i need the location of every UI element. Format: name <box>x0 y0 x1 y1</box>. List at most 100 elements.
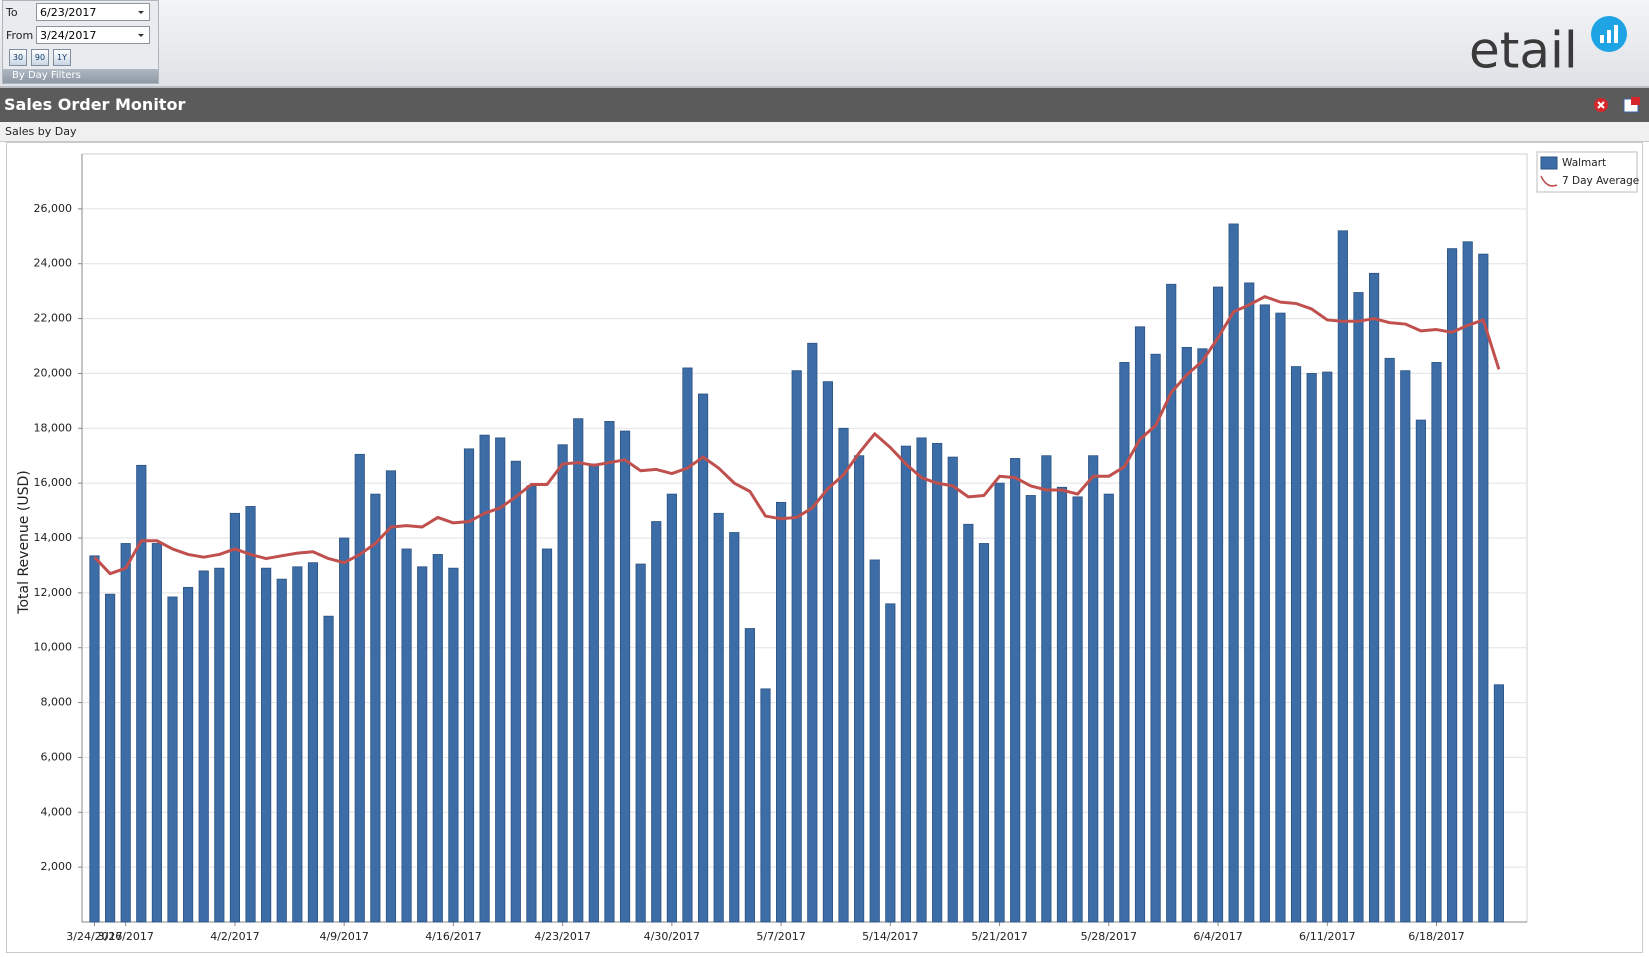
y-tick-label: 22,000 <box>34 312 73 325</box>
bar <box>1025 495 1036 923</box>
y-tick-label: 16,000 <box>34 476 73 489</box>
panel-subtitle: Sales by Day <box>0 122 1649 142</box>
bar <box>105 593 116 923</box>
bar <box>838 427 849 923</box>
x-tick-label: 4/16/2017 <box>425 930 481 943</box>
bar <box>963 523 974 923</box>
x-tick-label: 5/28/2017 <box>1081 930 1137 943</box>
bar <box>1197 348 1208 923</box>
x-tick-label: 5/14/2017 <box>862 930 918 943</box>
bar <box>1337 230 1348 923</box>
bar <box>932 442 943 923</box>
bar <box>900 445 912 923</box>
bar <box>432 554 443 923</box>
y-tick-label: 12,000 <box>34 586 73 599</box>
bar <box>854 455 865 923</box>
bar <box>292 566 303 923</box>
bar <box>697 393 709 923</box>
bar <box>1447 248 1458 923</box>
x-tick-label: 6/11/2017 <box>1299 930 1355 943</box>
bar <box>604 421 615 923</box>
bar <box>1415 419 1426 923</box>
bar <box>744 628 755 923</box>
logo-text: etail <box>1469 22 1578 75</box>
legend-swatch <box>1540 175 1558 187</box>
x-tick-label: 4/9/2017 <box>319 930 368 943</box>
bar <box>1290 366 1302 923</box>
to-row: To 6/23/2017 <box>6 2 150 22</box>
close-button[interactable] <box>1593 97 1609 113</box>
bar <box>994 482 1005 923</box>
from-date[interactable]: 3/24/2017 <box>36 26 150 44</box>
bar <box>573 418 584 923</box>
y-tick-label: 20,000 <box>34 366 73 379</box>
bar <box>229 512 241 923</box>
bar <box>479 434 490 923</box>
bar <box>1462 241 1473 923</box>
x-tick-label: 3/26/2017 <box>97 930 153 943</box>
x-tick-label: 5/7/2017 <box>756 930 805 943</box>
y-tick-label: 2,000 <box>41 860 73 873</box>
bar <box>666 493 677 923</box>
range-buttons: 30 90 1Y <box>9 49 71 66</box>
bar <box>682 367 693 923</box>
date-filters: To 6/23/2017 From 3/24/2017 30 90 1Y By … <box>2 0 159 84</box>
x-tick-label: 5/21/2017 <box>971 930 1027 943</box>
chart: Total Revenue (USD) 2,000 4,000 6,000 8,000… <box>6 142 1643 953</box>
bar <box>1259 304 1270 923</box>
bar <box>136 464 147 923</box>
bar <box>167 596 178 923</box>
bar <box>1353 292 1364 923</box>
bar <box>1275 312 1286 923</box>
bar <box>1041 455 1052 923</box>
filters-caption: By Day Filters <box>3 69 158 83</box>
bar <box>448 567 459 923</box>
bar <box>651 521 662 923</box>
logo: etail <box>1469 16 1627 75</box>
to-label: To <box>6 5 18 19</box>
bar <box>1322 371 1333 923</box>
export-button[interactable] <box>1623 96 1641 114</box>
y-tick-label: 6,000 <box>41 750 73 763</box>
bar <box>1368 272 1380 923</box>
bar <box>978 543 990 923</box>
bar <box>1212 286 1224 923</box>
bar <box>1072 496 1083 923</box>
logo-icon <box>1607 30 1611 43</box>
bar <box>276 578 287 923</box>
panel-header: Sales Order Monitor <box>0 88 1649 122</box>
bar <box>417 566 428 923</box>
bar <box>214 567 225 923</box>
bar <box>791 370 802 923</box>
range-button[interactable]: 90 <box>31 49 49 66</box>
to-date[interactable]: 6/23/2017 <box>36 3 150 21</box>
bar <box>1478 253 1489 923</box>
bar <box>261 567 272 923</box>
legend-label: Walmart <box>1562 157 1606 169</box>
y-tick-label: 8,000 <box>41 696 73 709</box>
bar <box>588 463 599 923</box>
bar <box>401 548 412 923</box>
range-button[interactable]: 30 <box>9 49 27 66</box>
range-button[interactable]: 1Y <box>53 49 71 66</box>
y-tick-label: 18,000 <box>34 421 73 434</box>
from-row: From 3/24/2017 <box>6 25 150 45</box>
x-tick-label: 6/4/2017 <box>1193 930 1242 943</box>
bar <box>385 470 397 923</box>
bar <box>339 537 350 923</box>
bar <box>1150 353 1161 923</box>
bar <box>869 559 880 923</box>
legend-swatch <box>1540 156 1558 170</box>
bar <box>619 430 631 923</box>
bar <box>1306 373 1317 923</box>
bar <box>916 437 927 923</box>
bar <box>198 570 209 923</box>
bar <box>822 381 833 923</box>
bar <box>495 437 506 923</box>
bar <box>1088 455 1099 923</box>
legend-label: 7 Day Average <box>1562 175 1639 187</box>
x-tick-label: 4/30/2017 <box>644 930 700 943</box>
bar <box>151 543 162 923</box>
bar <box>1244 282 1255 923</box>
